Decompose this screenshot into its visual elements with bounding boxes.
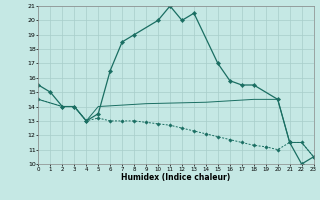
X-axis label: Humidex (Indice chaleur): Humidex (Indice chaleur) xyxy=(121,173,231,182)
